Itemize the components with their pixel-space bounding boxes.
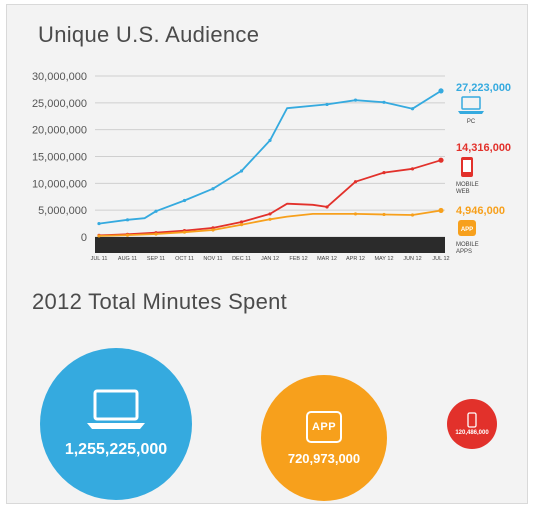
x-axis-band — [95, 237, 445, 253]
data-point — [211, 228, 215, 232]
app-badge-label: APP — [311, 420, 337, 433]
legend-pc-label: PC — [467, 119, 476, 125]
y-tick-label: 20,000,000 — [32, 125, 87, 137]
y-tick-label: 25,000,000 — [32, 98, 87, 110]
y-tick-label: 15,000,000 — [32, 152, 87, 164]
legend-apps-badge: APP — [461, 227, 473, 233]
minutes-title: 2012 Total Minutes Spent — [32, 289, 288, 314]
x-tick-label: APR 12 — [346, 256, 365, 262]
x-tick-label: DEC 11 — [232, 256, 251, 262]
data-point — [353, 180, 358, 184]
x-tick-label: SEP 11 — [147, 256, 165, 262]
web-minutes-value: 120,486,000 — [455, 430, 489, 436]
legend-web-label-2: WEB — [456, 189, 470, 195]
x-tick-label: OCT 11 — [175, 256, 194, 262]
data-point — [154, 232, 158, 236]
data-point — [382, 171, 386, 175]
data-point — [410, 167, 415, 171]
legend-pc: 27,223,000 PC — [456, 82, 511, 125]
x-tick-label: AUG 11 — [118, 256, 137, 262]
legend-apps-value: 4,946,000 — [456, 205, 505, 217]
x-tick-label: MAY 12 — [374, 256, 393, 262]
series-mobile-apps — [97, 207, 444, 238]
laptop-icon — [87, 389, 145, 429]
data-point — [97, 234, 101, 238]
y-tick-label: 30,000,000 — [32, 71, 87, 83]
laptop-icon — [458, 96, 484, 114]
x-tick-label: NOV 11 — [203, 256, 222, 262]
legend-pc-value: 27,223,000 — [456, 82, 511, 94]
data-point — [382, 212, 386, 217]
y-tick-label: 5,000,000 — [38, 205, 87, 217]
audience-line-chart: 0 5,000,000 10,000,000 15,000,000 20,000,000… — [32, 71, 511, 262]
data-point — [382, 100, 386, 104]
x-tick-label: JUL 11 — [91, 256, 108, 262]
web-minutes-circle: 120,486,000 — [447, 399, 497, 449]
series-end-point — [438, 88, 444, 94]
phone-icon — [467, 412, 477, 428]
apps-minutes-circle: APP 720,973,000 — [261, 375, 387, 501]
data-point — [325, 102, 329, 107]
data-point — [325, 205, 329, 209]
legend-web-value: 14,316,000 — [456, 142, 511, 154]
chart-series — [97, 88, 444, 238]
data-point — [239, 223, 244, 227]
legend-apps-label-1: MOBILE — [456, 242, 479, 248]
apps-minutes-value: 720,973,000 — [287, 450, 361, 466]
x-tick-label: MAR 12 — [317, 256, 337, 262]
y-tick-label: 0 — [81, 232, 87, 244]
app-icon: APP — [306, 410, 342, 443]
data-point — [268, 212, 272, 216]
legend-mobile-apps: 4,946,000 APP MOBILE APPS — [456, 205, 505, 255]
x-tick-label: JUL 12 — [432, 256, 449, 262]
data-point — [125, 218, 130, 222]
x-tick-label: JUN 12 — [403, 256, 421, 262]
app-icon: APP — [458, 220, 476, 236]
x-tick-label: FEB 12 — [289, 256, 307, 262]
data-point — [125, 233, 130, 237]
data-point — [353, 212, 358, 216]
data-point — [353, 98, 358, 102]
legend-mobile-web: 14,316,000 MOBILE WEB — [456, 142, 511, 195]
data-point — [97, 221, 101, 226]
audience-title: Unique U.S. Audience — [38, 22, 260, 47]
series-end-point — [438, 157, 444, 163]
pc-minutes-circle: 1,255,225,000 — [40, 348, 192, 500]
legend-apps-label-2: APPS — [456, 249, 472, 255]
x-axis-ticks: JUL 11 AUG 11 SEP 11 OCT 11 NOV 11 DEC 11 JAN … — [91, 256, 450, 262]
series-end-point — [438, 207, 444, 214]
y-tick-label: 10,000,000 — [32, 178, 87, 190]
data-point — [239, 169, 244, 173]
phone-icon — [461, 157, 473, 177]
data-point — [268, 138, 272, 142]
data-point — [239, 220, 244, 224]
y-axis-ticks: 0 5,000,000 10,000,000 15,000,000 20,000,000… — [32, 71, 87, 244]
series-line — [98, 159, 442, 237]
series-line — [98, 90, 442, 225]
data-point — [410, 213, 415, 217]
data-point — [182, 230, 187, 234]
data-point — [182, 198, 187, 203]
series-mobile-web — [97, 157, 444, 237]
data-point — [154, 209, 158, 213]
data-point — [410, 107, 415, 111]
data-point — [211, 187, 215, 191]
data-point — [268, 217, 272, 221]
legend-web-label-1: MOBILE — [456, 182, 479, 188]
x-tick-label: JAN 12 — [261, 256, 279, 262]
series-pc — [97, 88, 444, 226]
pc-minutes-value: 1,255,225,000 — [64, 441, 168, 458]
